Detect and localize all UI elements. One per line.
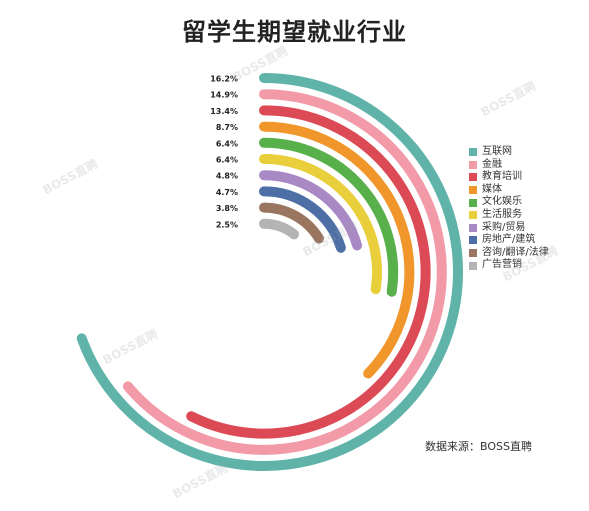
legend-swatch — [469, 173, 477, 182]
value-label: 8.7% — [216, 123, 238, 132]
arc-互联网 — [76, 73, 463, 471]
arc-文化娱乐 — [259, 137, 399, 297]
legend-swatch — [469, 211, 477, 220]
legend-swatch — [469, 186, 477, 195]
legend-swatch — [469, 223, 477, 232]
legend-item: 咨询/翻译/法律 — [469, 247, 549, 260]
legend-swatch — [469, 160, 477, 169]
legend-item: 生活服务 — [469, 209, 549, 222]
value-label: 16.2% — [210, 75, 238, 84]
data-source: 数据来源：BOSS直聘 — [425, 440, 532, 453]
legend-item: 房地产/建筑 — [469, 234, 549, 247]
value-label: 13.4% — [210, 107, 238, 116]
legend-swatch — [469, 249, 477, 258]
legend-label: 媒体 — [482, 183, 502, 195]
legend-label: 生活服务 — [482, 208, 522, 220]
legend-label: 房地产/建筑 — [482, 234, 536, 246]
value-label: 6.4% — [216, 139, 238, 148]
legend-item: 教育培训 — [469, 171, 549, 184]
arc-广告营销 — [259, 218, 300, 240]
legend-label: 金融 — [482, 158, 502, 170]
legend-item: 媒体 — [469, 184, 549, 197]
value-label: 3.8% — [216, 204, 238, 213]
arc-房地产/建筑 — [259, 186, 346, 253]
legend-item: 互联网 — [469, 146, 549, 159]
chart-title: 留学生期望就业行业 — [182, 18, 407, 46]
legend-item: 广告营销 — [469, 259, 549, 272]
legend-item: 文化娱乐 — [469, 196, 549, 209]
legend-swatch — [469, 198, 477, 207]
legend-label: 互联网 — [482, 146, 512, 157]
legend-label: 广告营销 — [482, 259, 522, 271]
value-label: 14.9% — [210, 91, 238, 100]
value-label: 2.5% — [216, 220, 238, 229]
legend-label: 咨询/翻译/法律 — [482, 246, 549, 258]
arc-咨询/翻译/法律 — [259, 202, 324, 244]
legend-label: 文化娱乐 — [482, 196, 522, 208]
arc-金融 — [122, 89, 447, 455]
legend-label: 采购/贸易 — [482, 221, 526, 233]
value-label: 4.7% — [216, 188, 238, 197]
legend-swatch — [469, 261, 477, 270]
arc-教育培训 — [186, 105, 431, 439]
arc-生活服务 — [259, 154, 382, 295]
legend-item: 金融 — [469, 159, 549, 172]
arc-采购/贸易 — [259, 170, 363, 251]
legend: 互联网 金融 教育培训 媒体 文化娱乐 生活服务 采购/贸易 房地产/建筑 咨询/翻译/法律 广告… — [469, 146, 549, 272]
value-label: 4.8% — [216, 172, 238, 181]
arc-媒体 — [259, 121, 415, 379]
legend-swatch — [469, 236, 477, 245]
legend-label: 教育培训 — [482, 171, 522, 183]
value-label: 6.4% — [216, 156, 238, 165]
legend-swatch — [469, 148, 477, 157]
legend-item: 采购/贸易 — [469, 222, 549, 235]
